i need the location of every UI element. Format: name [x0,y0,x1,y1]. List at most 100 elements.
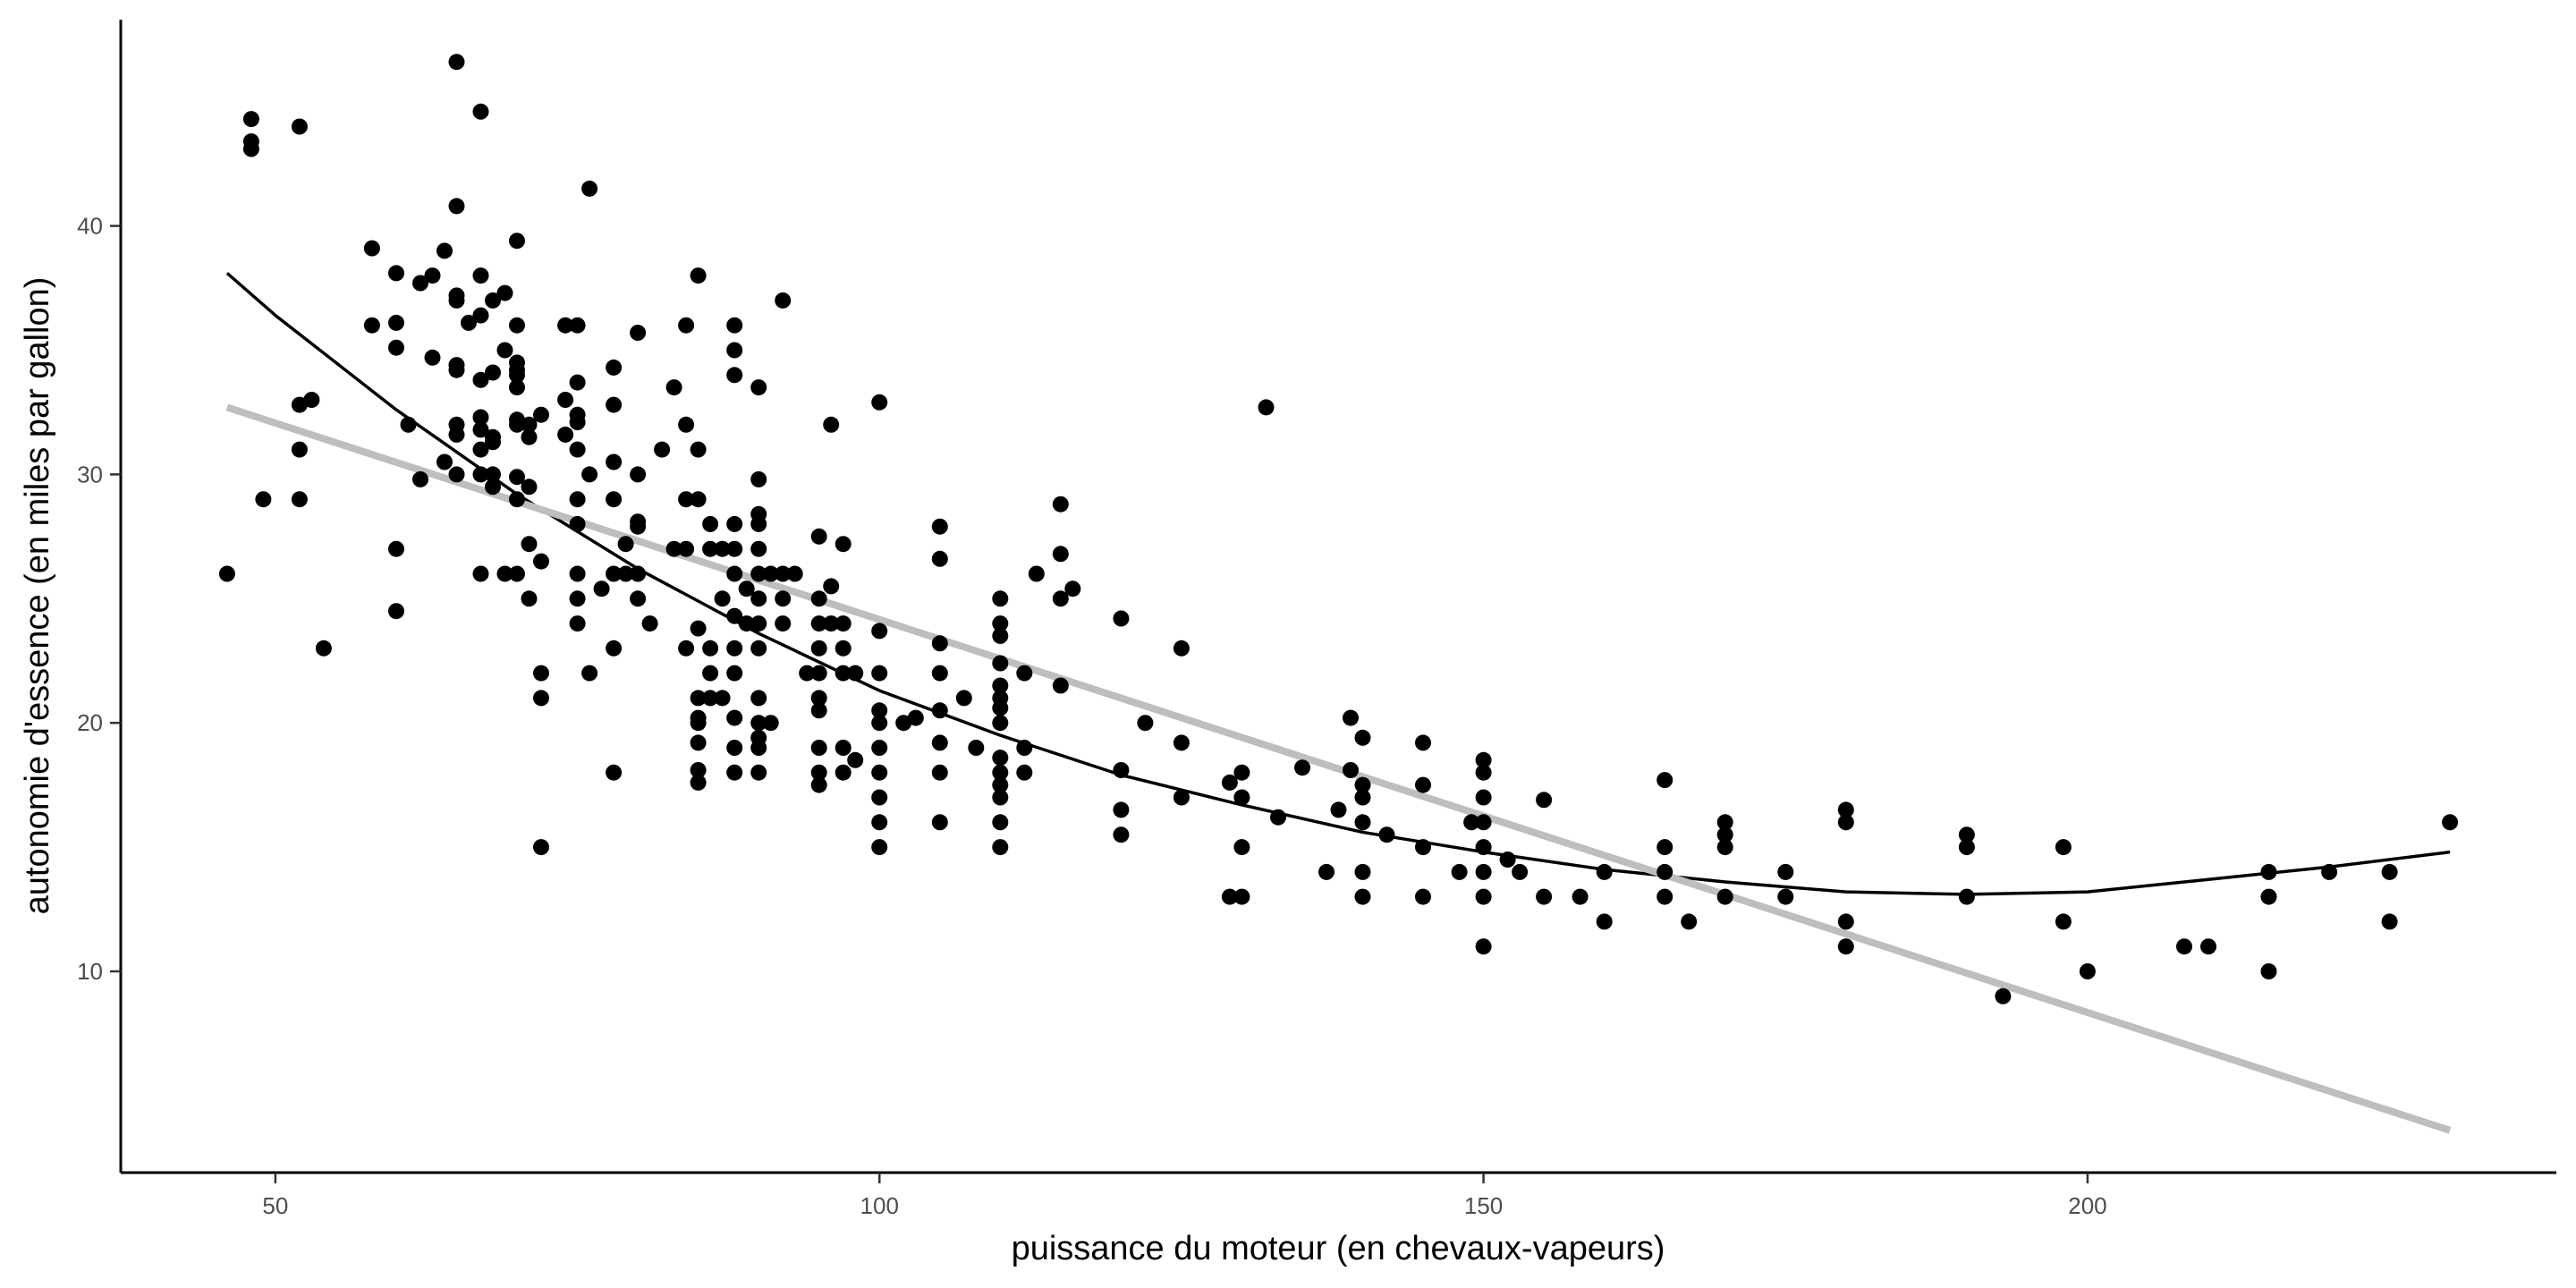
data-point [871,702,888,719]
data-point [472,307,489,324]
data-point [1052,677,1069,694]
data-point [1657,772,1674,789]
data-point [496,565,513,582]
data-point [1354,888,1371,905]
data-point [533,553,549,570]
data-point [726,342,743,359]
data-point [992,699,1009,716]
data-point [690,620,707,637]
data-point [1258,399,1275,416]
data-point [823,578,840,595]
data-point [630,590,647,607]
data-point [557,392,574,408]
data-point [931,518,948,535]
data-point [472,565,489,582]
data-point [448,466,465,483]
data-point [992,627,1009,644]
linear-fit-line [225,403,2452,1134]
data-point [871,665,888,682]
data-point [726,740,743,756]
data-point [436,242,453,259]
data-point [847,665,864,682]
data-point [992,839,1009,856]
data-point [1294,759,1310,776]
data-point [1415,776,1431,793]
data-point [1378,826,1395,843]
data-point [871,789,888,806]
data-point [810,640,827,657]
data-point [1052,546,1069,563]
data-point [992,715,1009,732]
data-point [690,762,707,778]
data-point [485,364,501,381]
x-tick-label: 150 [1464,1192,1503,1219]
data-point [992,776,1009,793]
data-point [448,426,465,443]
data-point [931,635,948,652]
data-point [1270,809,1286,826]
data-point [871,814,888,831]
data-point [606,640,623,657]
data-point [810,702,827,719]
y-tick-label: 10 [77,958,103,985]
data-point [1113,762,1130,778]
data-point [1052,590,1069,607]
data-point [690,690,707,707]
data-point [799,665,816,682]
data-point [485,466,501,483]
data-point [291,491,308,508]
data-point [641,615,658,632]
data-point [509,469,525,486]
data-point [992,655,1009,672]
data-point [702,540,719,557]
data-point [569,590,586,607]
data-point [1233,764,1250,781]
data-point [871,394,888,411]
data-point [509,416,525,433]
data-point [1016,740,1033,756]
data-point [1475,751,1492,768]
data-point [1777,888,1794,905]
data-point [1173,734,1190,751]
data-point [690,774,707,791]
data-point [690,441,707,458]
data-point [472,441,489,458]
data-point [992,814,1009,831]
data-point [726,764,743,781]
data-point [363,317,380,334]
data-point [750,690,767,707]
data-point [2200,938,2216,955]
data-point [521,590,538,607]
data-point [1716,888,1733,905]
data-point [1512,863,1529,880]
data-point [569,565,586,582]
data-point [678,640,695,657]
y-tick-label: 40 [77,213,103,240]
data-point [714,690,731,707]
data-point [291,441,308,458]
data-point [1113,610,1130,627]
data-point [750,640,767,657]
data-point [2381,913,2398,930]
data-point [992,750,1009,767]
data-point [2260,863,2277,880]
data-point [1995,987,2012,1004]
data-point [810,690,827,707]
data-point [521,428,538,445]
data-point [606,491,623,508]
data-point [823,615,840,632]
data-point [630,466,647,483]
data-point [630,518,647,535]
data-point [1451,863,1468,880]
data-point [1354,863,1371,880]
data-point [617,536,634,553]
data-point [569,317,586,334]
data-point [606,396,623,413]
data-point [388,314,404,331]
data-point [810,590,827,607]
data-point [678,491,695,508]
data-point [750,740,767,756]
data-point [315,640,332,657]
data-point [2176,938,2192,955]
